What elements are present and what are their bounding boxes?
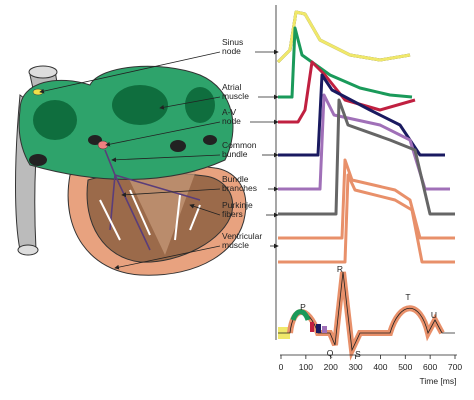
structure-label: muscle: [222, 240, 249, 250]
heart: [15, 65, 247, 276]
tick-label: 600: [423, 362, 437, 372]
ecg-wave-label: U: [431, 310, 437, 320]
tick-label: 500: [398, 362, 412, 372]
structure-label: node: [222, 116, 241, 126]
ecg-wave-label: T: [405, 292, 410, 302]
ecg-wave-label: P: [300, 302, 306, 312]
tick-label: 700: [448, 362, 462, 372]
tick-label: 300: [348, 362, 362, 372]
action-potentials: [276, 10, 455, 264]
structure-label: Common: [222, 140, 257, 150]
tick-label: 0: [279, 362, 284, 372]
structure-label: bundle: [222, 149, 248, 159]
structure-label: Purkinje: [222, 200, 253, 210]
structure-label: Ventricular: [222, 231, 262, 241]
structure-label: Sinus: [222, 37, 243, 47]
pointers: [39, 51, 221, 270]
ecg-wave-label: Q: [327, 348, 334, 358]
tick-label: 100: [299, 362, 313, 372]
structure-label: branches: [222, 183, 257, 193]
structure-label: node: [222, 46, 241, 56]
time-axis-label: Time [ms]: [420, 376, 457, 386]
tick-label: 200: [324, 362, 338, 372]
ecg-wave-label: R: [337, 264, 343, 274]
structure-label: muscle: [222, 91, 249, 101]
structure-label: fibers: [222, 209, 243, 219]
ecg: [278, 271, 455, 361]
structure-label: Atrial: [222, 82, 241, 92]
structure-label: A-V: [222, 107, 237, 117]
arrows: [250, 5, 279, 340]
structure-label: Bundle: [222, 174, 249, 184]
tick-label: 400: [373, 362, 387, 372]
ecg-wave-label: S: [355, 349, 361, 359]
